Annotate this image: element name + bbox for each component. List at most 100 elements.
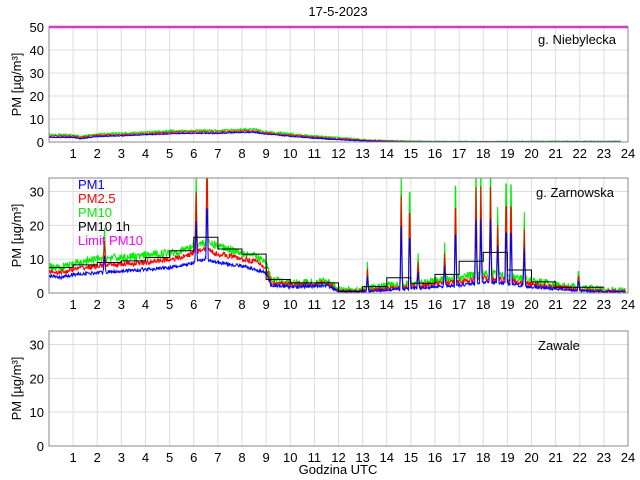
x-tick-label: 1 [70, 297, 77, 312]
x-tick-label: 15 [404, 146, 418, 161]
x-tick-label: 13 [355, 450, 369, 465]
x-tick-label: 13 [355, 146, 369, 161]
y-tick-label: 0 [37, 135, 44, 150]
x-tick-label: 19 [500, 146, 514, 161]
y-tick-label: 20 [30, 218, 44, 233]
x-tick-label: 3 [118, 146, 125, 161]
y-tick-label: 30 [30, 338, 44, 353]
x-tick-label: 3 [118, 297, 125, 312]
y-tick-label: 50 [30, 20, 44, 35]
x-tick-label: 18 [476, 146, 490, 161]
x-tick-label: 21 [548, 297, 562, 312]
axes-frame [48, 330, 629, 447]
y-tick-label: 10 [30, 252, 44, 267]
x-tick-label: 3 [118, 450, 125, 465]
legend-pm1: PM1 [78, 177, 105, 192]
x-tick-label: 21 [548, 146, 562, 161]
legend: PM1 PM2.5 PM10 PM10 1h Limit PM10 [78, 177, 143, 248]
x-tick-label: 22 [573, 450, 587, 465]
y-axis-label: PM [µg/m³] [9, 204, 24, 268]
x-tick-label: 5 [166, 450, 173, 465]
x-tick-label: 19 [500, 450, 514, 465]
y-tick-label: 20 [30, 371, 44, 386]
x-tick-label: 11 [308, 146, 322, 161]
x-tick-label: 5 [166, 297, 173, 312]
x-tick-label: 23 [597, 297, 611, 312]
x-tick-label: 21 [548, 450, 562, 465]
y-axis-label: PM [µg/m³] [9, 53, 24, 117]
x-tick-label: 16 [428, 450, 442, 465]
x-tick-label: 15 [404, 450, 418, 465]
x-tick-label: 1 [70, 450, 77, 465]
x-tick-label: 2 [94, 297, 101, 312]
x-axis-label: Godzina UTC [299, 462, 378, 477]
x-tick-label: 14 [380, 297, 394, 312]
x-tick-label: 17 [452, 450, 466, 465]
x-tick-label: 22 [573, 297, 587, 312]
x-tick-label: 19 [500, 297, 514, 312]
x-tick-label: 20 [524, 297, 538, 312]
y-tick-label: 0 [37, 439, 44, 454]
x-tick-label: 6 [190, 297, 197, 312]
axes-frame [48, 26, 629, 143]
x-tick-label: 12 [331, 297, 345, 312]
legend-pm10: PM10 [78, 205, 112, 220]
y-tick-label: 20 [30, 89, 44, 104]
x-tick-label: 23 [597, 146, 611, 161]
x-tick-label: 10 [283, 146, 297, 161]
axes-frame [48, 177, 629, 294]
x-tick-label: 7 [214, 450, 221, 465]
y-tick-label: 10 [30, 405, 44, 420]
x-tick-label: 15 [404, 297, 418, 312]
x-tick-label: 17 [452, 297, 466, 312]
y-tick-label: 10 [30, 112, 44, 127]
station-label-niebylecka: g. Niebylecka [538, 32, 617, 47]
x-tick-label: 11 [308, 297, 322, 312]
x-tick-label: 9 [263, 297, 270, 312]
chart-title: 17-5-2023 [308, 4, 367, 19]
series-pm10-1h-line [49, 236, 604, 292]
x-tick-label: 4 [142, 146, 149, 161]
x-tick-label: 12 [331, 146, 345, 161]
x-tick-label: 8 [238, 450, 245, 465]
x-tick-label: 5 [166, 146, 173, 161]
x-tick-label: 8 [238, 297, 245, 312]
x-tick-label: 24 [621, 146, 635, 161]
x-tick-label: 24 [621, 450, 635, 465]
x-tick-label: 23 [597, 450, 611, 465]
x-tick-label: 20 [524, 450, 538, 465]
x-tick-label: 7 [214, 297, 221, 312]
x-tick-label: 12 [331, 450, 345, 465]
x-tick-label: 11 [308, 450, 322, 465]
y-tick-label: 0 [37, 286, 44, 301]
x-tick-label: 14 [380, 146, 394, 161]
x-tick-label: 18 [476, 450, 490, 465]
x-tick-label: 9 [263, 450, 270, 465]
y-tick-label: 30 [30, 185, 44, 200]
y-tick-label: 40 [30, 43, 44, 58]
x-tick-label: 7 [214, 146, 221, 161]
x-tick-label: 14 [380, 450, 394, 465]
legend-pm10-1h: PM10 1h [78, 219, 130, 234]
legend-limit-pm10: Limit PM10 [78, 233, 143, 248]
x-tick-label: 2 [94, 450, 101, 465]
x-tick-label: 8 [238, 146, 245, 161]
legend-pm25: PM2.5 [78, 191, 116, 206]
x-tick-label: 1 [70, 146, 77, 161]
x-tick-label: 13 [355, 297, 369, 312]
x-tick-label: 10 [283, 297, 297, 312]
series-pm1-line [49, 208, 626, 293]
y-tick-label: 30 [30, 66, 44, 81]
station-label-zarnowska: g. Zarnowska [536, 185, 615, 200]
x-tick-label: 10 [283, 450, 297, 465]
x-tick-label: 6 [190, 146, 197, 161]
x-tick-label: 16 [428, 297, 442, 312]
x-tick-label: 18 [476, 297, 490, 312]
x-tick-label: 2 [94, 146, 101, 161]
station-label-zawale: Zawale [538, 338, 580, 353]
x-tick-label: 22 [573, 146, 587, 161]
x-tick-label: 4 [142, 450, 149, 465]
x-tick-label: 9 [263, 146, 270, 161]
